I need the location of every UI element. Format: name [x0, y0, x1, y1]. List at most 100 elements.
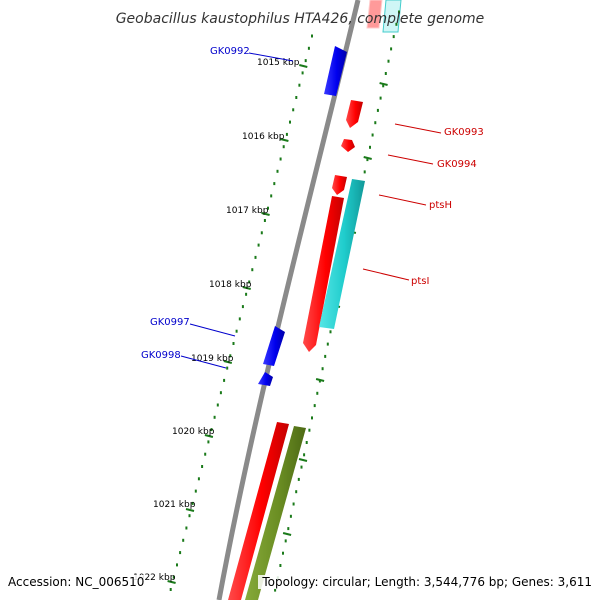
leader-gk0994 — [387, 154, 434, 165]
gene-ptsi[interactable] — [303, 196, 344, 352]
ruler-major-tick — [299, 64, 308, 68]
ruler-dot — [398, 10, 400, 14]
ruler-dot — [289, 514, 292, 518]
ruler-dot — [363, 170, 366, 174]
gene-gk0993[interactable] — [346, 100, 363, 128]
ruler-dot — [287, 527, 290, 531]
ruler-dot — [182, 538, 185, 542]
ruler-dot — [303, 453, 306, 457]
ruler-dot — [384, 72, 387, 75]
ruler-label: 1022 kbp — [133, 573, 176, 583]
ruler-dot — [395, 22, 398, 26]
gene-gk0992[interactable] — [324, 46, 347, 96]
ruler-dot — [301, 71, 304, 75]
ruler-major-tick — [363, 156, 372, 160]
ruler-dot — [307, 46, 310, 50]
ruler-dot — [172, 575, 175, 579]
ruler-dot — [263, 219, 266, 222]
ruler-dot — [366, 158, 369, 162]
gene-label-ptsh[interactable]: ptsH — [429, 200, 452, 211]
ruler-major-tick — [261, 212, 270, 216]
ruler-dot — [374, 121, 377, 125]
leader-gk0992 — [248, 52, 294, 62]
ruler-dot — [216, 403, 219, 407]
ruler-dot — [390, 47, 393, 51]
leader-ptsi — [362, 268, 410, 281]
ruler-major-tick — [379, 82, 388, 86]
ruler-dot — [194, 489, 197, 493]
ruler-dot — [297, 477, 300, 481]
ruler-dot — [207, 440, 210, 444]
leader-gk0993 — [394, 123, 442, 134]
ruler-dot — [311, 416, 313, 420]
ruler-label: 1019 kbp — [191, 354, 234, 364]
ruler-dot — [223, 378, 226, 382]
ruler-dot — [251, 268, 254, 272]
ruler-dot — [300, 465, 303, 469]
ruler-dot — [282, 551, 284, 555]
ruler-label: 1018 kbp — [209, 280, 252, 290]
gene-red-lower[interactable] — [228, 422, 289, 600]
gene-olive[interactable] — [245, 426, 306, 600]
map-title: Geobacillus kaustophilus HTA426, complet… — [116, 11, 485, 27]
ruler-major-tick — [315, 378, 325, 382]
ruler-dot — [371, 133, 374, 137]
ruler-dot — [226, 366, 229, 370]
ruler-dot — [387, 59, 390, 63]
ruler-dot — [382, 84, 385, 88]
ruler-dot — [267, 206, 269, 210]
ruler-dot — [279, 157, 282, 161]
gene-label-gk0992[interactable]: GK0992 — [210, 46, 250, 57]
ruler-dot — [219, 391, 222, 395]
ruler-dot — [326, 342, 329, 346]
ruler-major-tick — [280, 138, 289, 142]
ruler-dot — [276, 169, 279, 173]
ruler-dot — [379, 96, 382, 100]
ruler-dot — [321, 367, 324, 371]
gene-label-gk0998[interactable]: GK0998 — [141, 350, 181, 361]
ruler-dot — [191, 501, 194, 505]
ruler-dot — [241, 305, 244, 309]
ruler-dot — [304, 59, 307, 63]
ruler-label: 1021 kbp — [153, 500, 196, 510]
ruler-dot — [282, 145, 285, 149]
ruler-dot — [238, 317, 241, 321]
ruler-dot — [274, 588, 277, 592]
gene-gk0997[interactable] — [263, 326, 285, 366]
ruler-dot — [279, 564, 282, 567]
ruler-dot — [311, 34, 313, 38]
ruler-dot — [245, 292, 248, 296]
ruler-dot — [316, 391, 319, 395]
ruler-major-tick — [223, 360, 233, 364]
gene-label-gk0997[interactable]: GK0997 — [150, 317, 190, 328]
ruler-dot — [169, 588, 172, 591]
ruler-dot — [204, 452, 207, 456]
ruler-dot — [369, 145, 371, 149]
ruler-dot — [188, 514, 191, 518]
accession-text: Accession: NC_006510 — [8, 575, 145, 589]
ruler-label: 1015 kbp — [257, 58, 300, 68]
ruler-dot — [295, 490, 298, 494]
gene-ptsh[interactable] — [332, 175, 347, 195]
ruler-dot — [257, 243, 260, 247]
ruler-label: 1017 kbp — [226, 206, 269, 216]
ruler-dot — [392, 35, 395, 39]
gene-partial-red-top[interactable] — [366, 0, 383, 29]
gene-gk0994[interactable] — [341, 139, 355, 152]
gene-label-gk0994[interactable]: GK0994 — [437, 159, 477, 170]
ruler-label: 1016 kbp — [242, 132, 285, 142]
leader-gk0997 — [189, 323, 236, 337]
ruler-dot — [213, 415, 216, 419]
ruler-dot — [229, 354, 232, 358]
gene-label-ptsi[interactable]: ptsI — [411, 276, 429, 287]
ruler-dot — [305, 441, 308, 444]
ruler-dot — [201, 465, 204, 468]
gene-cyan[interactable] — [319, 179, 365, 329]
ruler-major-tick — [298, 458, 308, 462]
gene-label-gk0993[interactable]: GK0993 — [444, 127, 484, 138]
ruler-dot — [270, 194, 273, 198]
ruler-dot — [376, 108, 379, 112]
gene-gk0998[interactable] — [258, 372, 273, 386]
leader-ptsh — [378, 194, 427, 206]
